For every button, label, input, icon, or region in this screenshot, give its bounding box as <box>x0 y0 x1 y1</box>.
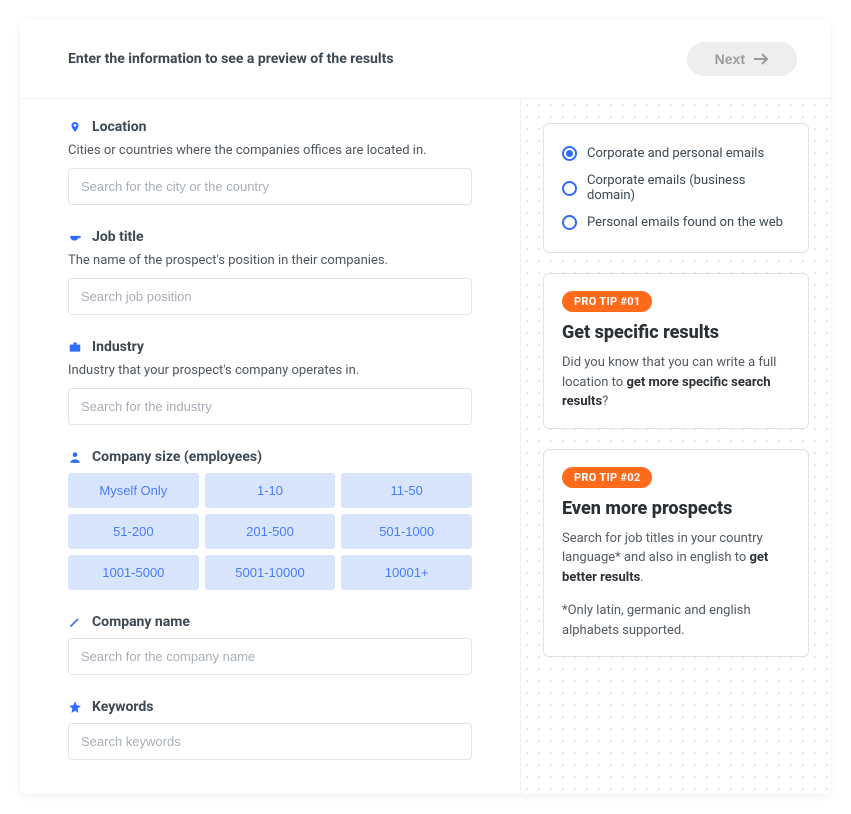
radio-icon <box>562 146 577 161</box>
header: Enter the information to see a preview o… <box>20 20 831 98</box>
radio-icon <box>562 181 577 196</box>
location-desc: Cities or countries where the companies … <box>68 143 472 158</box>
keywords-input[interactable] <box>68 723 472 760</box>
section-title-company-size: Company size (employees) <box>68 449 472 465</box>
section-title-company-name: Company name <box>68 614 472 630</box>
company-size-option[interactable]: Myself Only <box>68 473 199 508</box>
company-name-label: Company name <box>92 614 190 630</box>
industry-input[interactable] <box>68 388 472 425</box>
section-company-name: Company name <box>68 614 472 675</box>
person-icon <box>68 450 82 464</box>
job-title-label: Job title <box>92 229 144 245</box>
job-title-desc: The name of the prospect's position in t… <box>68 253 472 268</box>
coffee-icon <box>68 230 82 244</box>
location-input[interactable] <box>68 168 472 205</box>
email-option-label: Personal emails found on the web <box>587 215 783 230</box>
industry-label: Industry <box>92 339 144 355</box>
section-industry: Industry Industry that your prospect's c… <box>68 339 472 425</box>
pro-tip-body: Search for job titles in your country la… <box>562 529 790 588</box>
page-title: Enter the information to see a preview o… <box>68 51 394 67</box>
left-column: Location Cities or countries where the c… <box>20 99 521 794</box>
pro-tip-1: PRO TIP #01 Get specific results Did you… <box>543 273 809 429</box>
company-size-label: Company size (employees) <box>92 449 262 465</box>
email-options-panel: Corporate and personal emails Corporate … <box>543 123 809 253</box>
email-option[interactable]: Corporate and personal emails <box>562 140 790 167</box>
keywords-label: Keywords <box>92 699 154 715</box>
pro-tip-body: Did you know that you can write a full l… <box>562 353 790 412</box>
section-keywords: Keywords <box>68 699 472 760</box>
email-option-label: Corporate emails (business domain) <box>587 173 790 203</box>
company-size-chips: Myself Only 1-10 11-50 51-200 201-500 50… <box>68 473 472 590</box>
job-title-input[interactable] <box>68 278 472 315</box>
email-option[interactable]: Personal emails found on the web <box>562 209 790 236</box>
section-location: Location Cities or countries where the c… <box>68 119 472 205</box>
body: Location Cities or countries where the c… <box>20 98 831 794</box>
email-option-label: Corporate and personal emails <box>587 146 764 161</box>
company-size-option[interactable]: 1001-5000 <box>68 555 199 590</box>
industry-desc: Industry that your prospect's company op… <box>68 363 472 378</box>
section-title-keywords: Keywords <box>68 699 472 715</box>
company-size-option[interactable]: 51-200 <box>68 514 199 549</box>
next-button-label: Next <box>715 51 745 67</box>
company-size-option[interactable]: 201-500 <box>205 514 336 549</box>
pro-tip-note: *Only latin, germanic and english alphab… <box>562 601 790 640</box>
radio-icon <box>562 215 577 230</box>
right-column: Corporate and personal emails Corporate … <box>521 99 831 794</box>
star-icon <box>68 700 82 714</box>
company-size-option[interactable]: 5001-10000 <box>205 555 336 590</box>
company-size-option[interactable]: 1-10 <box>205 473 336 508</box>
pro-tip-2: PRO TIP #02 Even more prospects Search f… <box>543 449 809 658</box>
section-title-job: Job title <box>68 229 472 245</box>
tip-text: Search for job titles in your country la… <box>562 531 763 566</box>
section-title-industry: Industry <box>68 339 472 355</box>
briefcase-icon <box>68 340 82 354</box>
section-title-location: Location <box>68 119 472 135</box>
location-pin-icon <box>68 120 82 134</box>
company-size-option[interactable]: 501-1000 <box>341 514 472 549</box>
location-label: Location <box>92 119 146 135</box>
next-button[interactable]: Next <box>687 42 797 76</box>
section-company-size: Company size (employees) Myself Only 1-1… <box>68 449 472 590</box>
pro-tip-badge: PRO TIP #02 <box>562 467 652 488</box>
pro-tip-title: Even more prospects <box>562 498 790 519</box>
pro-tip-badge: PRO TIP #01 <box>562 291 652 312</box>
company-size-option[interactable]: 10001+ <box>341 555 472 590</box>
tip-text: . <box>640 570 643 585</box>
pencil-icon <box>68 615 82 629</box>
email-option[interactable]: Corporate emails (business domain) <box>562 167 790 209</box>
section-job-title: Job title The name of the prospect's pos… <box>68 229 472 315</box>
pro-tip-title: Get specific results <box>562 322 790 343</box>
arrow-right-icon <box>753 53 769 65</box>
form-card: Enter the information to see a preview o… <box>20 20 831 794</box>
company-size-option[interactable]: 11-50 <box>341 473 472 508</box>
tip-text: ? <box>602 394 608 409</box>
company-name-input[interactable] <box>68 638 472 675</box>
